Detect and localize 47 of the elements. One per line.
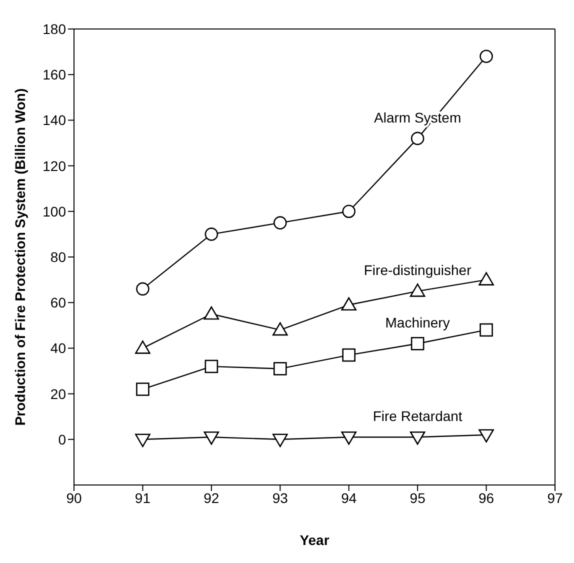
series-label: Fire Retardant — [372, 408, 462, 424]
point — [480, 50, 493, 64]
y-tick-label: 40 — [50, 340, 66, 356]
x-tick-label: 94 — [341, 490, 357, 506]
point — [204, 228, 218, 241]
point — [204, 306, 220, 320]
x-tick-label: 93 — [272, 490, 288, 506]
x-tick-label: 95 — [410, 490, 426, 506]
x-tick-label: 90 — [66, 490, 82, 506]
y-tick-label: 0 — [58, 431, 66, 448]
x-axis-title: Year — [300, 532, 330, 548]
point — [136, 382, 150, 396]
point — [342, 348, 356, 362]
point — [410, 132, 424, 146]
point — [341, 431, 357, 445]
point — [480, 323, 493, 337]
x-tick-label: 92 — [204, 490, 220, 506]
point — [135, 434, 150, 448]
series-label: Machinery — [385, 314, 450, 331]
point — [410, 284, 426, 297]
point — [135, 340, 150, 354]
y-tick-label: 160 — [42, 66, 66, 83]
point — [272, 322, 288, 336]
point — [410, 336, 424, 350]
point — [478, 272, 494, 286]
x-tick-label: 96 — [478, 490, 494, 506]
y-tick-label: 180 — [42, 20, 66, 37]
y-tick-label: 80 — [50, 248, 66, 265]
point — [273, 216, 287, 230]
point — [273, 362, 287, 376]
point — [204, 360, 218, 374]
x-tick-label: 91 — [134, 490, 151, 506]
point — [410, 431, 426, 445]
point — [341, 297, 357, 311]
point — [136, 282, 150, 296]
y-tick-label: 60 — [50, 294, 66, 311]
y-tick-label: 140 — [42, 112, 66, 128]
y-tick-label: 120 — [42, 158, 66, 174]
point — [204, 431, 220, 445]
point — [478, 429, 494, 442]
point — [272, 434, 288, 448]
y-axis-title: Production of Fire Protection System (Billion Won) — [12, 88, 28, 426]
x-tick-label: 97 — [547, 490, 563, 506]
y-tick-label: 20 — [50, 386, 66, 402]
series-label: Fire-distinguisher — [364, 262, 472, 278]
point — [342, 204, 356, 218]
y-tick-label: 100 — [42, 203, 66, 220]
